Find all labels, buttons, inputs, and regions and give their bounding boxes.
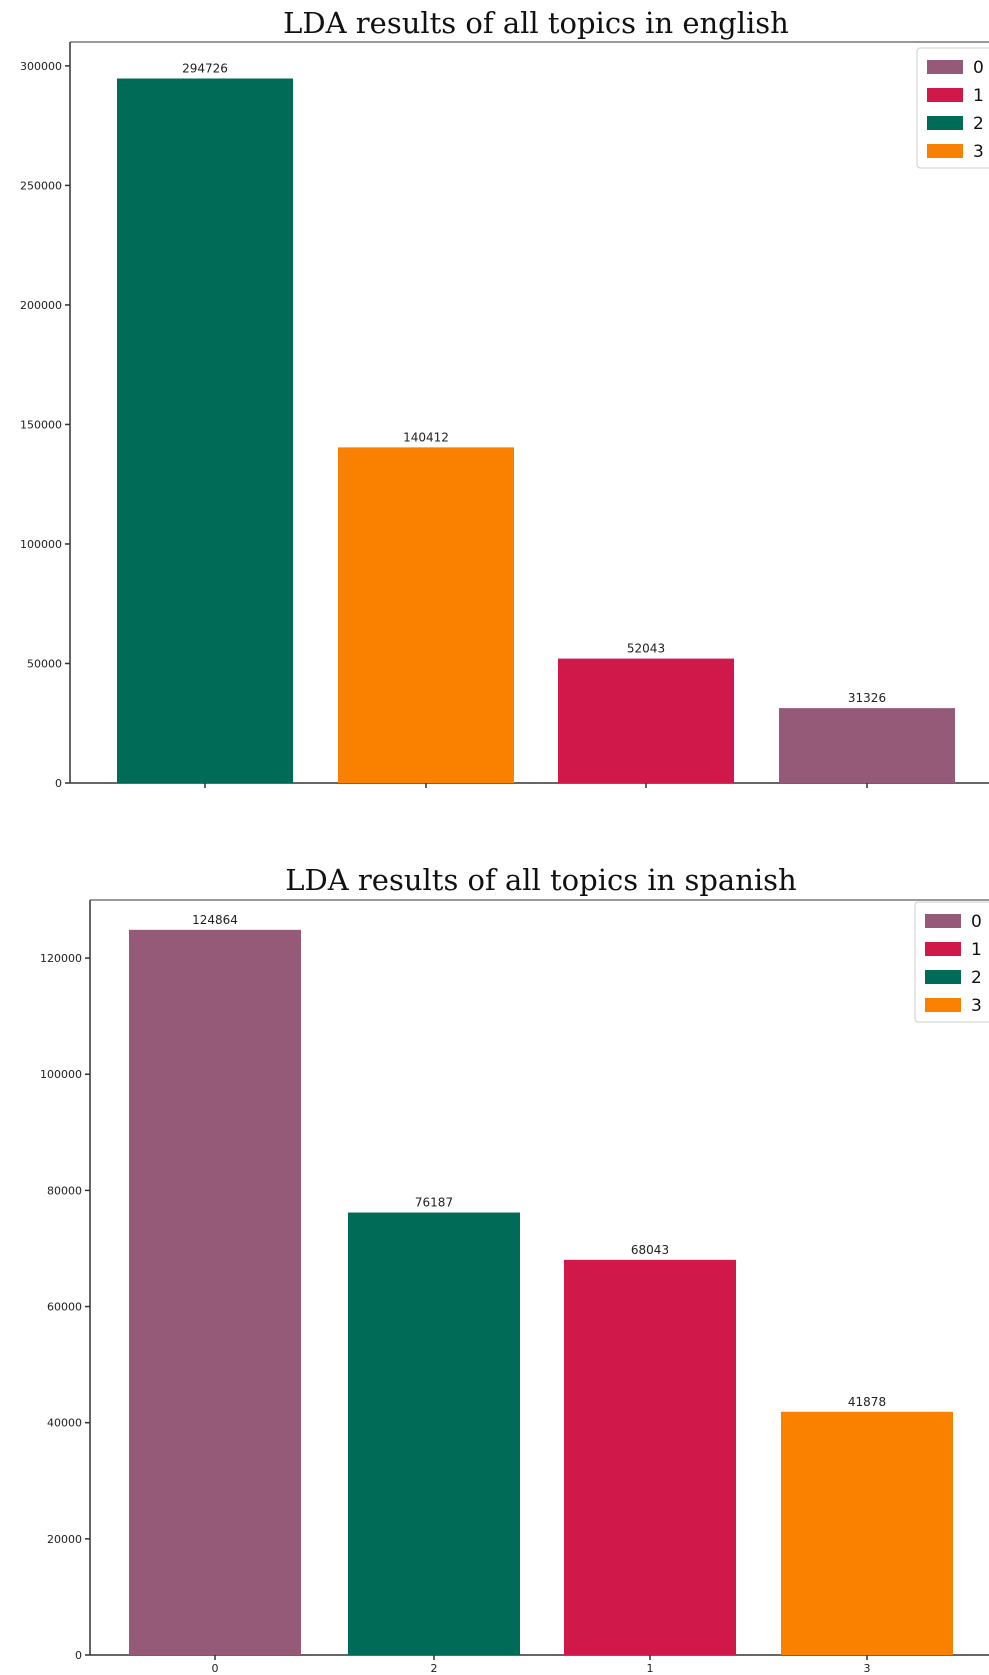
bar-value-label: 68043 [631, 1243, 669, 1257]
bar-topic-1 [564, 1259, 736, 1655]
bar-topic-2 [117, 78, 293, 784]
y-tick-label: 200000 [20, 299, 62, 312]
y-tick-label: 80000 [47, 1184, 82, 1197]
x-tick-label: 2 [431, 1662, 438, 1675]
legend-label: 1 [971, 940, 982, 960]
legend-label: 1 [973, 86, 984, 106]
legend-label: 0 [973, 58, 984, 78]
y-tick-label: 20000 [47, 1533, 82, 1546]
bar-value-label: 124864 [192, 913, 238, 927]
bar-topic-0 [779, 708, 955, 783]
y-tick-label: 150000 [20, 418, 62, 431]
legend-swatch [925, 914, 961, 928]
chart-title: LDA results of all topics in spanish [285, 863, 796, 897]
bar-topic-2 [348, 1212, 520, 1655]
legend-swatch [925, 942, 961, 956]
bar-value-label: 41878 [848, 1395, 886, 1409]
bar-value-label: 31326 [848, 691, 886, 705]
y-tick-label: 60000 [47, 1301, 82, 1314]
english-topics-chart: LDA results of all topics in english 0 50… [20, 6, 989, 790]
chart-title: LDA results of all topics in english [283, 6, 789, 40]
legend-box [916, 47, 989, 169]
bar-topic-3 [781, 1411, 953, 1655]
legend-swatch [927, 60, 963, 74]
legend-swatch [927, 88, 963, 102]
y-tick-label: 0 [55, 777, 62, 790]
legend-swatch [927, 116, 963, 130]
y-tick-label: 300000 [20, 60, 62, 73]
bar-topic-0 [129, 929, 301, 1655]
x-tick-label: 0 [212, 1662, 219, 1675]
y-tick-label: 50000 [27, 657, 62, 670]
legend-label: 2 [973, 114, 984, 134]
y-tick-label: 40000 [47, 1417, 82, 1430]
legend-label: 3 [971, 996, 982, 1016]
bar-value-label: 294726 [182, 62, 228, 76]
bar-value-label: 140412 [403, 430, 449, 444]
legend-swatch [927, 144, 963, 158]
legend-swatch [925, 998, 961, 1012]
legend-swatch [925, 970, 961, 984]
bar-topic-3 [338, 447, 514, 783]
y-tick-label: 100000 [40, 1068, 82, 1081]
bar-value-label: 76187 [415, 1196, 453, 1210]
y-tick-label: 0 [75, 1649, 82, 1662]
bar-topic-1 [558, 658, 734, 783]
legend-box [914, 901, 989, 1023]
legend-label: 2 [971, 968, 982, 988]
legend-label: 3 [973, 142, 984, 162]
bar-value-label: 52043 [627, 642, 665, 656]
legend-label: 0 [971, 912, 982, 932]
y-tick-label: 100000 [20, 538, 62, 551]
x-tick-label: 3 [864, 1662, 871, 1675]
y-tick-label: 250000 [20, 179, 62, 192]
x-tick-label: 1 [647, 1662, 654, 1675]
spanish-topics-chart: LDA results of all topics in spanish 020… [40, 863, 989, 1675]
y-tick-label: 120000 [40, 952, 82, 965]
